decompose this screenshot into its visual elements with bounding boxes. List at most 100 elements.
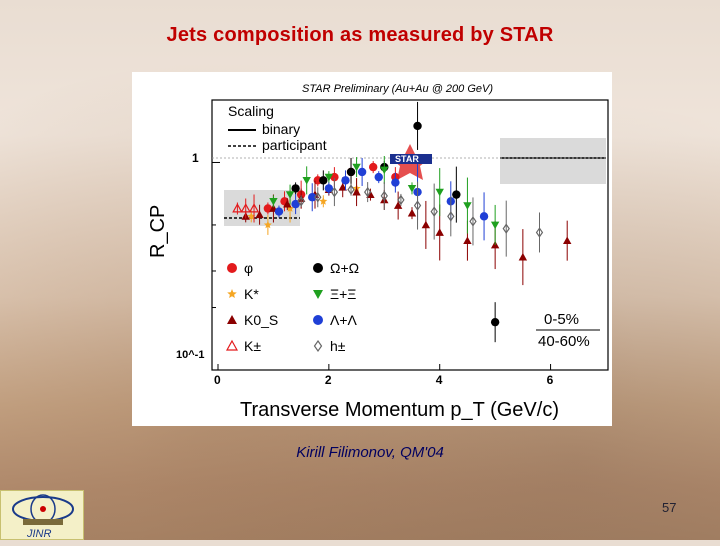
data-point-3-1 xyxy=(240,203,251,213)
data-point-5-1 xyxy=(285,191,295,199)
jinr-logo: JINR xyxy=(0,490,84,540)
slide-title: Jets composition as measured by STAR xyxy=(166,24,554,46)
chart-figure: STAR Preliminary (Au+Au @ 200 GeV) STAR … xyxy=(132,72,612,426)
data-point-7-8 xyxy=(430,206,438,217)
data-point-2-17 xyxy=(518,252,528,261)
legend-marker-0 xyxy=(227,263,237,273)
legend-label-5: Ξ+Ξ xyxy=(330,286,356,302)
star-logo: STAR xyxy=(390,144,432,180)
xtick-label-4: 4 xyxy=(436,373,443,387)
data-point-7-3 xyxy=(347,184,355,195)
data-point-2-11 xyxy=(393,201,403,209)
ytick-1: 1 xyxy=(192,151,199,165)
legend-label-2: K0_S xyxy=(244,312,278,328)
data-point-6-10 xyxy=(479,212,489,221)
data-point-5-5 xyxy=(380,166,389,175)
data-point-5-2 xyxy=(302,176,311,185)
data-point-2-3 xyxy=(283,199,292,208)
legend-label-1: K* xyxy=(244,286,259,302)
data-point-6-3 xyxy=(324,184,334,193)
data-point-4-5 xyxy=(452,190,461,199)
data-point-6-2 xyxy=(308,193,317,202)
data-point-1-0 xyxy=(247,212,256,220)
binary-legend-label: binary xyxy=(262,121,300,137)
x-axis-label: Transverse Momentum p_T (GeV/c) xyxy=(240,399,559,421)
rcp-chart: STAR Preliminary (Au+Au @ 200 GeV) STAR … xyxy=(147,83,609,421)
data-point-5-6 xyxy=(407,185,417,193)
data-point-3-0 xyxy=(232,203,243,213)
logo-text: JINR xyxy=(26,528,52,540)
legend-label-7: h± xyxy=(330,338,346,354)
xtick-label-2: 2 xyxy=(325,373,332,387)
data-point-4-2 xyxy=(346,167,356,177)
data-point-6-5 xyxy=(357,167,367,177)
data-point-3-2 xyxy=(248,203,260,213)
author-citation: Kirill Filimonov, QM'04 xyxy=(296,444,444,461)
data-point-5-3 xyxy=(324,173,334,182)
legend-marker-4 xyxy=(313,263,323,273)
chart-title: STAR Preliminary (Au+Au @ 200 GeV) xyxy=(302,83,493,95)
data-point-7-9 xyxy=(447,211,455,222)
legend-marker-2 xyxy=(227,315,237,324)
y-axis-label: R_CP xyxy=(147,205,169,258)
data-point-6-1 xyxy=(291,199,300,209)
ytick-0.1: 10^-1 xyxy=(176,349,204,361)
legend-marker-1 xyxy=(227,289,237,298)
data-point-2-7 xyxy=(338,183,347,191)
data-point-5-8 xyxy=(463,202,472,210)
data-point-4-6 xyxy=(490,317,500,327)
legend-label-4: Ω+Ω xyxy=(330,260,359,276)
data-point-7-11 xyxy=(502,223,510,234)
data-point-5-7 xyxy=(435,188,444,197)
data-point-6-0 xyxy=(274,207,284,216)
data-point-5-9 xyxy=(490,221,500,230)
data-point-1-2 xyxy=(286,204,295,212)
data-point-7-1 xyxy=(314,191,322,203)
data-point-7-10 xyxy=(469,216,477,227)
data-point-0-6 xyxy=(369,162,378,172)
data-point-7-4 xyxy=(363,186,372,198)
centrality-top-label: 0-5% xyxy=(544,311,579,328)
legend-marker-5 xyxy=(313,290,323,299)
data-point-2-15 xyxy=(463,236,472,245)
data-point-6-6 xyxy=(374,172,383,182)
data-point-5-0 xyxy=(269,197,278,206)
species-legend: φ K* K0_S K± Ω+Ω Ξ+Ξ Λ+Λ h± xyxy=(225,260,359,354)
data-point-6-4 xyxy=(341,176,350,185)
centrality-bottom-label: 40-60% xyxy=(538,333,590,350)
data-point-6-7 xyxy=(391,178,400,187)
page-number: 57 xyxy=(662,500,677,515)
xtick-label-6: 6 xyxy=(547,373,554,387)
legend-marker-3 xyxy=(225,339,239,351)
data-point-1-3 xyxy=(319,197,328,205)
legend-label-3: K± xyxy=(244,338,261,354)
svg-text:STAR: STAR xyxy=(395,154,419,164)
participant-legend-label: participant xyxy=(262,137,327,153)
data-point-1-1 xyxy=(263,220,272,229)
data-point-2-1 xyxy=(255,210,264,219)
data-marks xyxy=(232,101,572,343)
data-point-2-12 xyxy=(407,208,417,217)
data-point-7-2 xyxy=(330,186,339,198)
data-point-7-12 xyxy=(535,227,544,238)
data-point-2-14 xyxy=(435,228,444,236)
scaling-legend-title: Scaling xyxy=(228,103,274,119)
legend-label-6: Λ+Λ xyxy=(330,312,358,328)
data-point-7-5 xyxy=(380,190,388,202)
data-point-2-13 xyxy=(421,220,431,229)
data-point-4-0 xyxy=(291,184,300,193)
xtick-label-0: 0 xyxy=(214,373,221,387)
binary-uncertainty-band-right xyxy=(500,138,606,184)
data-point-5-4 xyxy=(352,163,361,172)
legend-marker-6 xyxy=(313,315,323,325)
data-point-4-4 xyxy=(413,121,422,131)
data-point-2-8 xyxy=(352,187,361,196)
data-point-4-1 xyxy=(319,176,328,185)
plot-frame xyxy=(211,99,609,371)
data-point-7-0 xyxy=(297,196,305,207)
data-point-2-18 xyxy=(563,236,572,245)
legend-label-0: φ xyxy=(244,260,253,276)
data-point-7-7 xyxy=(413,200,422,211)
legend-marker-7 xyxy=(313,339,323,353)
data-point-7-6 xyxy=(397,194,405,206)
